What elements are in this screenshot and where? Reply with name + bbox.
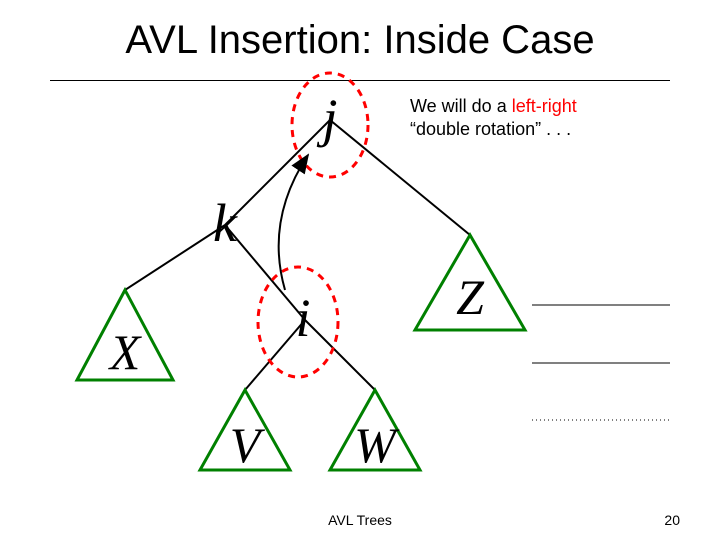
edge-i-w [305,320,375,390]
label-v: V [230,416,261,474]
edge-j-k [225,120,330,225]
footer-center: AVL Trees [0,512,720,528]
edge-j-z [330,120,470,235]
node-i: i [295,287,310,349]
page-number: 20 [664,512,680,528]
node-k: k [213,192,237,254]
label-w: W [354,416,396,474]
label-z: Z [456,268,484,326]
node-j: j [322,87,337,149]
label-x: X [110,323,141,381]
edge-k-x [125,225,225,290]
